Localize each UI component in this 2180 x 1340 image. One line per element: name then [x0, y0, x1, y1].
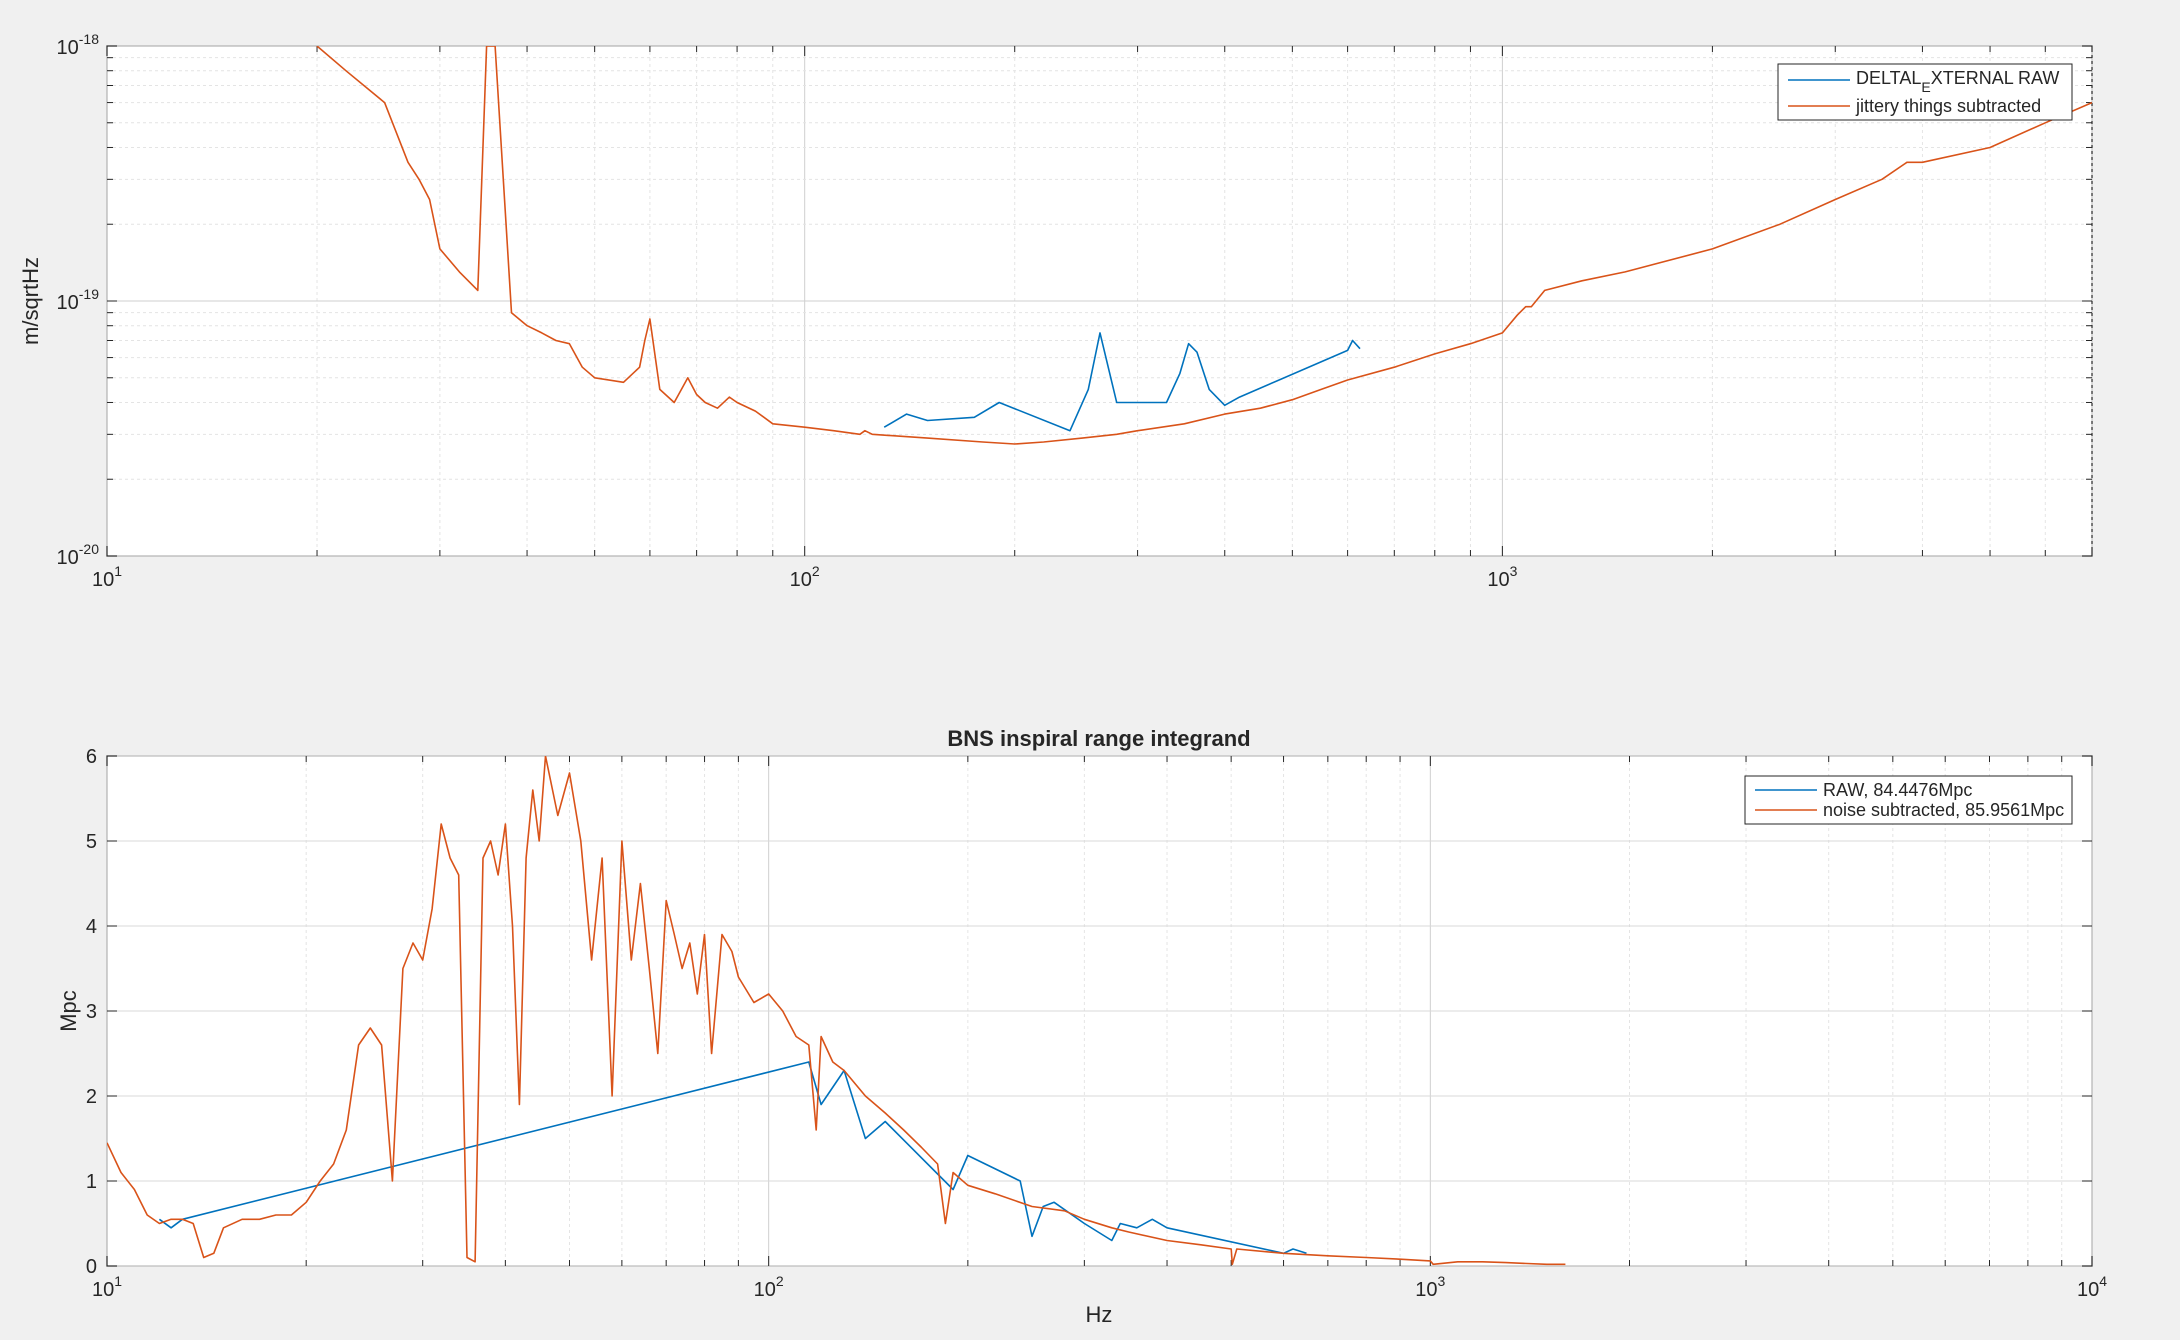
- y-tick-label: 10-18: [57, 31, 100, 59]
- range-series-lines: [107, 756, 1566, 1266]
- series-line-raw: [158, 1061, 1307, 1255]
- psd-legend-raw-label: DELTALEXTERNAL RAW: [1856, 68, 2059, 95]
- series-line-subtracted: [316, 46, 2092, 445]
- x-tick-label: 103: [1487, 563, 1517, 591]
- range-x-axis-label: Hz: [1086, 1302, 1113, 1327]
- psd-clip: [316, 46, 2092, 445]
- x-tick-label: 101: [92, 563, 122, 591]
- series-line-raw: [883, 332, 1361, 432]
- x-tick-label: 102: [790, 563, 820, 591]
- psd-axes: 101 102 103 10-20 10-19 10-18 m/sqrtHz DELTA…: [18, 31, 2093, 591]
- range-legend-box: [1744, 775, 2073, 825]
- y-tick-label: 3: [86, 1001, 97, 1023]
- psd-legend-subtracted-label: jittery things subtracted: [1855, 96, 2041, 116]
- psd-legend-box: [1777, 63, 2073, 121]
- range-chart-title: BNS inspiral range integrand: [947, 726, 1250, 751]
- x-tick-label: 104: [2077, 1273, 2107, 1301]
- range-legend-raw-label: RAW, 84.4476Mpc: [1823, 780, 1972, 800]
- psd-legend: DELTALEXTERNAL RAW jittery things subtra…: [1777, 63, 2073, 121]
- range-clip: [107, 756, 1566, 1266]
- range-grid: [106, 755, 2093, 1267]
- x-tick-label: 102: [754, 1273, 784, 1301]
- y-tick-label: 6: [86, 746, 97, 768]
- psd-y-axis-label: m/sqrtHz: [18, 257, 43, 345]
- x-tick-label: 103: [1415, 1273, 1445, 1301]
- range-legend: RAW, 84.4476Mpc noise subtracted, 85.956…: [1744, 775, 2073, 825]
- psd-ticks: [106, 45, 2093, 557]
- range-ticks: [106, 755, 2093, 1267]
- y-tick-label: 10-20: [57, 541, 100, 569]
- psd-series-lines: [316, 46, 2092, 445]
- range-y-tick-labels: 0 1 2 3 4 5 6: [86, 746, 97, 1278]
- range-axes: 101 102 103 104 0 1 2 3 4 5 6 BNS inspiral range …: [56, 726, 2107, 1327]
- psd-grid: [106, 45, 2093, 557]
- x-tick-label: 101: [92, 1273, 122, 1301]
- psd-y-tick-labels: 10-20 10-19 10-18: [57, 31, 100, 569]
- range-y-axis-label: Mpc: [56, 990, 81, 1032]
- series-line-subtracted: [107, 756, 1566, 1266]
- range-legend-subtracted-label: noise subtracted, 85.9561Mpc: [1823, 800, 2064, 820]
- y-tick-label: 2: [86, 1086, 97, 1108]
- y-tick-label: 1: [86, 1171, 97, 1193]
- psd-x-tick-labels: 101 102 103: [92, 563, 1518, 591]
- y-tick-label: 5: [86, 831, 97, 853]
- y-tick-label: 10-19: [57, 286, 100, 314]
- y-tick-label: 0: [86, 1256, 97, 1278]
- y-tick-label: 4: [86, 916, 97, 938]
- range-x-tick-labels: 101 102 103 104: [92, 1273, 2107, 1301]
